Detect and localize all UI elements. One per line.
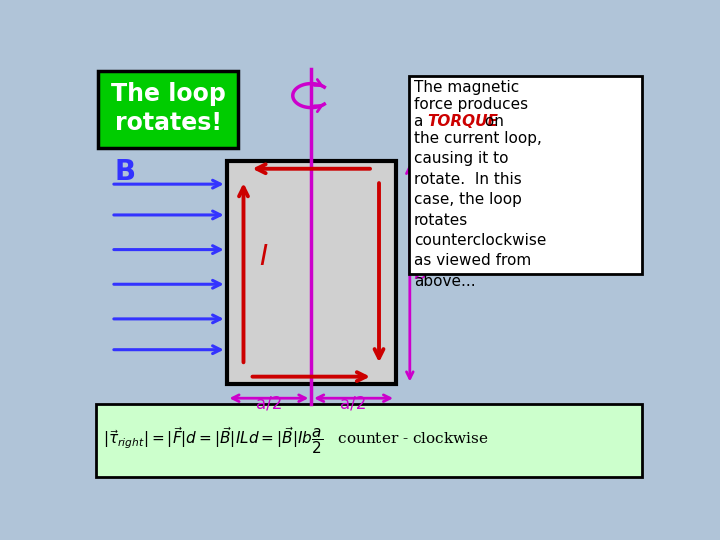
Text: $|\vec{\tau}_{right}| = |\vec{F}|d = |\vec{B}|ILd = |\vec{B}|Ib\dfrac{a}{2}$   c: $|\vec{\tau}_{right}| = |\vec{F}|d = |\v… — [104, 425, 489, 456]
Bar — [96, 403, 642, 477]
Bar — [227, 161, 396, 384]
Bar — [409, 76, 642, 274]
Text: I: I — [259, 243, 267, 271]
Bar — [98, 71, 238, 148]
Text: B: B — [115, 158, 136, 186]
Text: force produces: force produces — [414, 97, 528, 112]
Text: TORQUE: TORQUE — [428, 114, 498, 129]
Text: on: on — [480, 114, 504, 129]
Text: b: b — [414, 262, 428, 283]
Text: The loop
rotates!: The loop rotates! — [111, 82, 225, 135]
Text: the current loop,
causing it to
rotate.  In this
case, the loop
rotates
counterc: the current loop, causing it to rotate. … — [414, 131, 546, 289]
Text: a: a — [414, 114, 428, 129]
Text: a/2: a/2 — [256, 394, 282, 412]
Text: The magnetic: The magnetic — [414, 80, 519, 95]
Text: a/2: a/2 — [341, 394, 366, 412]
